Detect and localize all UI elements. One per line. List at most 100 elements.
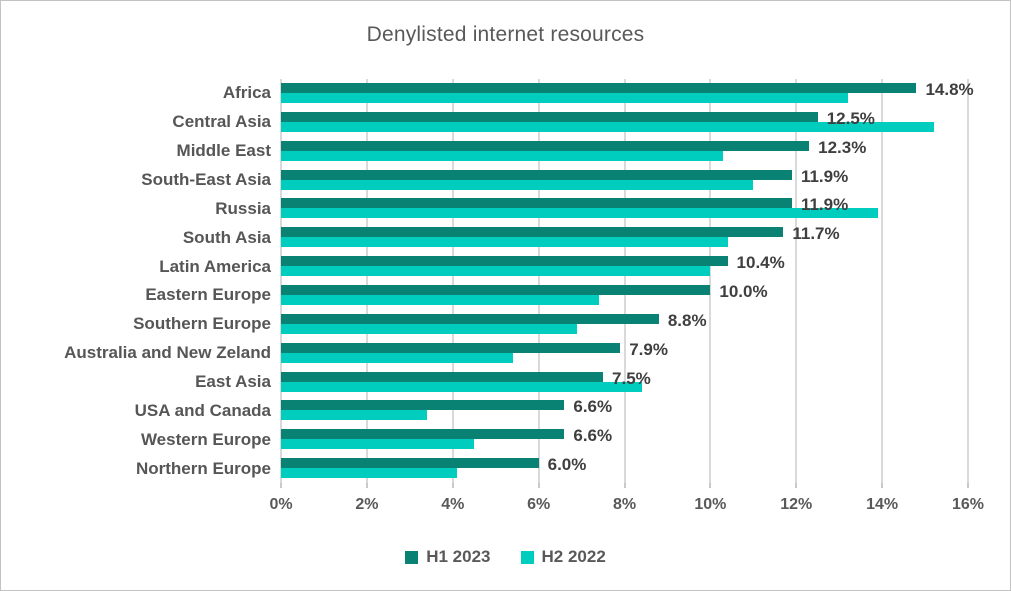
bar-h1-2023 — [281, 111, 818, 122]
chart-row: South-East Asia 11.9% — [141, 166, 968, 195]
bar-h1-2023 — [281, 198, 792, 209]
x-axis-label: 16% — [951, 496, 985, 513]
category-label: Central Asia — [172, 112, 271, 132]
gridline — [623, 79, 626, 483]
bar-h2-2022 — [281, 468, 458, 479]
gridline — [795, 79, 798, 483]
x-axis-label: 2% — [355, 496, 379, 513]
data-label: 8.8% — [667, 310, 707, 330]
bar-h1-2023 — [281, 342, 621, 353]
data-label: 6.6% — [573, 397, 613, 417]
legend: H1 2023 H2 2022 — [1, 547, 1010, 567]
chart-row: Latin America 10.4% — [159, 252, 968, 281]
data-label: 6.0% — [547, 455, 587, 475]
category-label: Australia and New Zeland — [64, 343, 271, 363]
legend-swatch-h1-2023-icon — [405, 550, 419, 564]
legend-swatch-h2-2022-icon — [520, 550, 534, 564]
bar-h2-2022 — [281, 381, 642, 392]
axis-tick — [967, 483, 969, 488]
category-label: Africa — [222, 83, 271, 103]
axis-tick — [280, 483, 282, 488]
chart-title: Denylisted internet resources — [366, 23, 645, 46]
x-axis-label: 6% — [527, 496, 551, 513]
bar-h2-2022 — [281, 93, 848, 103]
bar-h2-2022 — [281, 208, 878, 219]
gridline — [365, 79, 368, 483]
axis-tick — [451, 483, 454, 488]
plot-area: 0% 2% 4% 6% 8% 10% 12% 14% 16% Africa 14.8% Centra… — [64, 79, 984, 513]
bar-h2-2022 — [281, 323, 578, 334]
gridline — [967, 79, 969, 483]
gridline — [451, 79, 454, 483]
bar-h2-2022 — [281, 150, 724, 161]
category-label: Middle East — [176, 141, 271, 161]
bar-rows: Africa 14.8% Central Asia 12.5% Middle East 1… — [64, 79, 974, 483]
bar-h2-2022 — [281, 439, 475, 450]
data-label: 7.5% — [612, 368, 651, 388]
bar-h1-2023 — [281, 400, 565, 411]
x-axis-label: 14% — [866, 496, 899, 513]
axis-tick — [623, 483, 626, 488]
bar-h2-2022 — [281, 179, 754, 190]
category-label: East Asia — [195, 372, 271, 392]
chart-row: USA and Canada 6.6% — [135, 396, 968, 425]
legend-label-h2-2022: H2 2022 — [541, 547, 606, 566]
bar-h1-2023 — [281, 429, 565, 440]
axis-tick — [537, 483, 540, 488]
category-label: Northern Europe — [135, 458, 271, 478]
chart-row: Northern Europe 6.0% — [136, 454, 968, 483]
bar-h1-2023 — [281, 140, 810, 151]
chart-row: South Asia 11.7% — [183, 223, 968, 252]
chart-row: Eastern Europe 10.0% — [145, 281, 968, 310]
chart-row: Australia and New Zeland 7.9% — [64, 339, 968, 368]
axis-tick — [795, 483, 798, 488]
bar-h2-2022 — [281, 237, 728, 248]
data-label: 14.8% — [925, 80, 974, 99]
legend-item-h1-2023: H1 2023 — [405, 547, 491, 567]
bar-h1-2023 — [281, 83, 917, 93]
bar-h1-2023 — [281, 256, 728, 267]
category-label: Russia — [215, 198, 271, 218]
gridline — [881, 79, 884, 483]
data-label: 7.9% — [629, 339, 668, 359]
axis-tick — [365, 483, 368, 488]
axis-tick — [881, 483, 884, 488]
category-label: Southern Europe — [133, 314, 271, 334]
bar-h1-2023 — [281, 169, 792, 180]
chart-row: Middle East 12.3% — [177, 137, 968, 166]
category-label: Western Europe — [140, 429, 271, 449]
gridline — [537, 79, 540, 483]
chart-row: Russia 11.9% — [215, 194, 968, 223]
bar-h2-2022 — [281, 121, 934, 132]
bar-h2-2022 — [281, 352, 513, 363]
category-label: South-East Asia — [141, 170, 271, 189]
category-label: Eastern Europe — [145, 285, 271, 305]
chart-row: Western Europe 6.6% — [141, 425, 968, 454]
bar-h2-2022 — [281, 295, 599, 306]
chart-row: East Asia 7.5% — [195, 368, 968, 397]
data-label: 10.0% — [719, 282, 768, 302]
data-label: 11.7% — [792, 224, 840, 244]
data-label: 11.9% — [800, 195, 849, 215]
legend-label-h1-2023: H1 2023 — [426, 547, 491, 566]
legend-item-h2-2022: H2 2022 — [520, 547, 606, 567]
bar-h1-2023 — [281, 458, 539, 469]
gridline — [280, 79, 282, 483]
bar-h2-2022 — [281, 266, 711, 277]
chart-row: Africa 14.8% — [223, 79, 974, 108]
bar-h1-2023 — [281, 285, 711, 296]
bar-h2-2022 — [281, 410, 427, 421]
data-label: 6.6% — [573, 426, 613, 446]
category-label: Latin America — [159, 256, 271, 276]
x-axis-label: 10% — [694, 496, 727, 513]
axis-tick — [709, 483, 712, 488]
data-label: 12.5% — [826, 108, 875, 128]
x-axis-label: 8% — [612, 496, 637, 513]
data-label: 10.4% — [736, 253, 785, 273]
category-label: South Asia — [182, 227, 271, 247]
bar-h1-2023 — [281, 227, 784, 238]
x-axis-label: 0% — [269, 496, 293, 513]
bar-h1-2023 — [281, 313, 659, 324]
data-label: 11.9% — [800, 166, 849, 186]
